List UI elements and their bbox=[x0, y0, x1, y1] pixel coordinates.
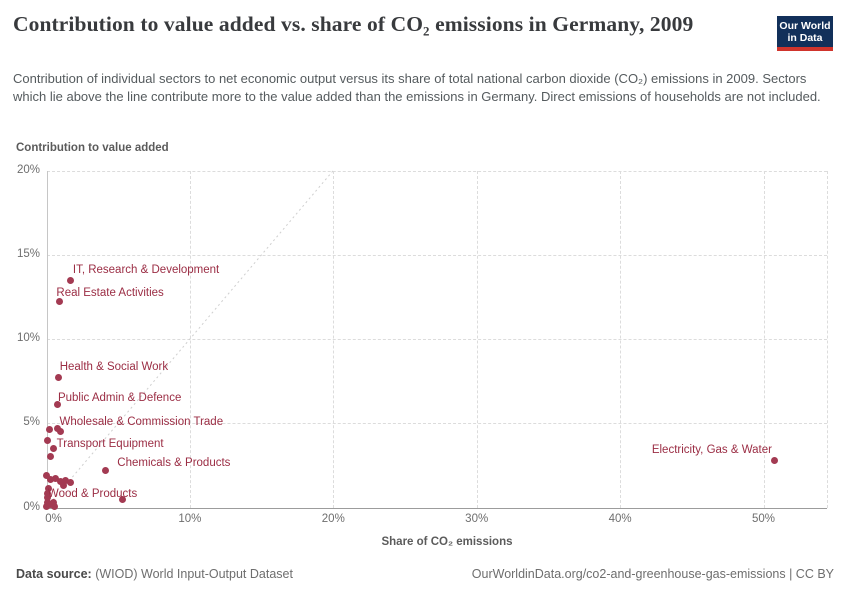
data-point[interactable] bbox=[55, 298, 63, 306]
point-label[interactable]: Transport Equipment bbox=[56, 438, 164, 451]
plot-right-border bbox=[827, 170, 828, 508]
data-point[interactable] bbox=[43, 498, 51, 506]
grid-line-h bbox=[46, 423, 827, 425]
data-point[interactable] bbox=[47, 453, 55, 461]
x-axis-title: Share of CO₂ emissions bbox=[381, 536, 513, 548]
x-axis-tick-label: 20% bbox=[321, 512, 345, 525]
data-point[interactable] bbox=[67, 276, 75, 284]
data-point[interactable] bbox=[62, 477, 70, 485]
y-axis-title: Contribution to value added bbox=[16, 142, 169, 154]
chart-subtitle: Contribution of individual sectors to ne… bbox=[13, 71, 821, 104]
owid-logo[interactable]: Our World in Data bbox=[777, 16, 833, 51]
data-point[interactable] bbox=[55, 374, 63, 382]
data-point[interactable] bbox=[47, 476, 55, 484]
point-label[interactable]: Health & Social Work bbox=[59, 361, 169, 374]
point-label[interactable]: Real Estate Activities bbox=[56, 286, 164, 299]
x-axis-tick-label: 40% bbox=[608, 512, 632, 525]
point-label[interactable]: Electricity, Gas & Water bbox=[651, 444, 772, 457]
owid-link[interactable]: OurWorldinData.org/co2-and-greenhouse-ga… bbox=[471, 567, 834, 581]
data-point[interactable] bbox=[771, 456, 779, 464]
x-axis-tick-label: 30% bbox=[465, 512, 489, 525]
grid-line-h bbox=[46, 339, 827, 340]
x-axis-tick-label: 0% bbox=[45, 512, 62, 525]
grid-line-v bbox=[476, 170, 478, 508]
data-point[interactable] bbox=[45, 485, 53, 493]
data-point[interactable] bbox=[43, 436, 51, 444]
data-point[interactable] bbox=[52, 475, 60, 483]
data-point[interactable] bbox=[54, 424, 62, 432]
data-point[interactable] bbox=[44, 493, 52, 501]
data-point[interactable] bbox=[57, 477, 65, 485]
point-label[interactable]: Public Admin & Defence bbox=[57, 391, 182, 404]
x-axis-line bbox=[46, 507, 827, 509]
y-axis-tick-label: 5% bbox=[23, 416, 40, 429]
data-point[interactable] bbox=[60, 482, 68, 490]
data-point[interactable] bbox=[57, 428, 65, 436]
data-source-label: Data source: bbox=[16, 567, 92, 581]
point-label[interactable]: Wholesale & Commission Trade bbox=[59, 416, 224, 428]
y-axis-tick-label: 0% bbox=[23, 500, 40, 513]
grid-line-h bbox=[46, 170, 827, 172]
x-axis-tick-label: 10% bbox=[178, 512, 202, 525]
owid-logo-text: in Data bbox=[787, 32, 823, 44]
data-point[interactable] bbox=[50, 445, 58, 453]
y-axis-tick-label: 15% bbox=[16, 247, 40, 260]
data-point[interactable] bbox=[44, 489, 52, 497]
data-source-value: (WIOD) World Input-Output Dataset bbox=[91, 567, 293, 581]
data-point[interactable] bbox=[50, 498, 58, 506]
data-point[interactable] bbox=[101, 466, 109, 474]
y-axis-tick-label: 20% bbox=[16, 163, 40, 176]
point-label[interactable]: IT, Research & Development bbox=[72, 263, 220, 276]
page-title: Contribution to value added vs. share of… bbox=[13, 12, 694, 36]
grid-line-v bbox=[620, 170, 622, 508]
x-axis-tick-label: 50% bbox=[751, 512, 776, 525]
grid-line-v bbox=[763, 170, 765, 508]
point-label[interactable]: Wood & Products bbox=[47, 487, 138, 500]
grid-line-v bbox=[333, 170, 335, 508]
grid-line-h bbox=[46, 254, 827, 256]
data-point[interactable] bbox=[119, 496, 126, 504]
data-point[interactable] bbox=[45, 426, 53, 434]
data-point[interactable] bbox=[43, 503, 50, 511]
data-point[interactable] bbox=[54, 401, 62, 409]
point-label[interactable]: Chemicals & Products bbox=[117, 456, 231, 469]
data-source-note: Data source: (WIOD) World Input-Output D… bbox=[16, 567, 293, 581]
data-point[interactable] bbox=[50, 503, 58, 511]
owid-logo-text: Our World bbox=[779, 20, 831, 32]
data-point[interactable] bbox=[43, 471, 50, 479]
y-axis-tick-label: 10% bbox=[16, 332, 40, 344]
data-point[interactable] bbox=[67, 478, 75, 486]
